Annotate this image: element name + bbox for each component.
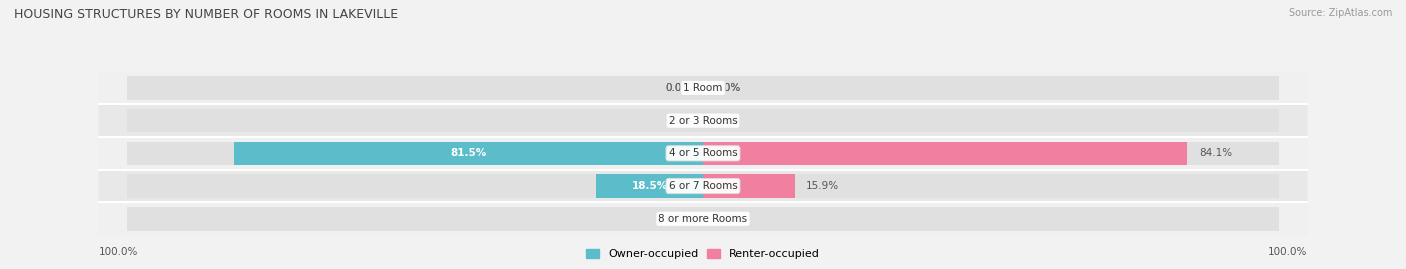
Bar [703,207,1279,231]
Bar [596,174,703,198]
Text: 0.0%: 0.0% [714,83,741,93]
Text: 100.0%: 100.0% [98,247,138,257]
Bar [127,76,703,100]
Text: 4 or 5 Rooms: 4 or 5 Rooms [669,148,737,158]
Bar [703,76,1279,100]
Bar [127,174,703,198]
FancyBboxPatch shape [98,202,1308,235]
Bar [703,109,1279,132]
Text: 1 Room: 1 Room [683,83,723,93]
Bar [703,141,1187,165]
FancyBboxPatch shape [98,170,1308,202]
Legend: Owner-occupied, Renter-occupied: Owner-occupied, Renter-occupied [581,244,825,263]
FancyBboxPatch shape [98,137,1308,170]
Text: 0.0%: 0.0% [665,116,692,126]
Text: 81.5%: 81.5% [450,148,486,158]
Text: 2 or 3 Rooms: 2 or 3 Rooms [669,116,737,126]
Text: 0.0%: 0.0% [665,214,692,224]
Text: 15.9%: 15.9% [806,181,839,191]
FancyBboxPatch shape [98,104,1308,137]
Text: Source: ZipAtlas.com: Source: ZipAtlas.com [1288,8,1392,18]
Text: 0.0%: 0.0% [714,214,741,224]
Text: 100.0%: 100.0% [1268,247,1308,257]
Text: 0.0%: 0.0% [714,214,741,224]
Text: 0.0%: 0.0% [665,83,692,93]
Text: 0.0%: 0.0% [714,83,741,93]
Text: HOUSING STRUCTURES BY NUMBER OF ROOMS IN LAKEVILLE: HOUSING STRUCTURES BY NUMBER OF ROOMS IN… [14,8,398,21]
Bar [703,141,1279,165]
Text: 0.0%: 0.0% [665,214,692,224]
Bar [127,141,703,165]
Bar [127,207,703,231]
Bar [703,174,1279,198]
Bar [233,141,703,165]
Text: 0.0%: 0.0% [714,116,741,126]
Bar [127,109,703,132]
Text: 18.5%: 18.5% [631,181,668,191]
Bar [703,174,794,198]
Text: 0.0%: 0.0% [665,116,692,126]
Text: 0.0%: 0.0% [665,83,692,93]
FancyBboxPatch shape [98,72,1308,104]
Text: 6 or 7 Rooms: 6 or 7 Rooms [669,181,737,191]
Text: 8 or more Rooms: 8 or more Rooms [658,214,748,224]
Text: 84.1%: 84.1% [1199,148,1232,158]
Text: 0.0%: 0.0% [714,116,741,126]
